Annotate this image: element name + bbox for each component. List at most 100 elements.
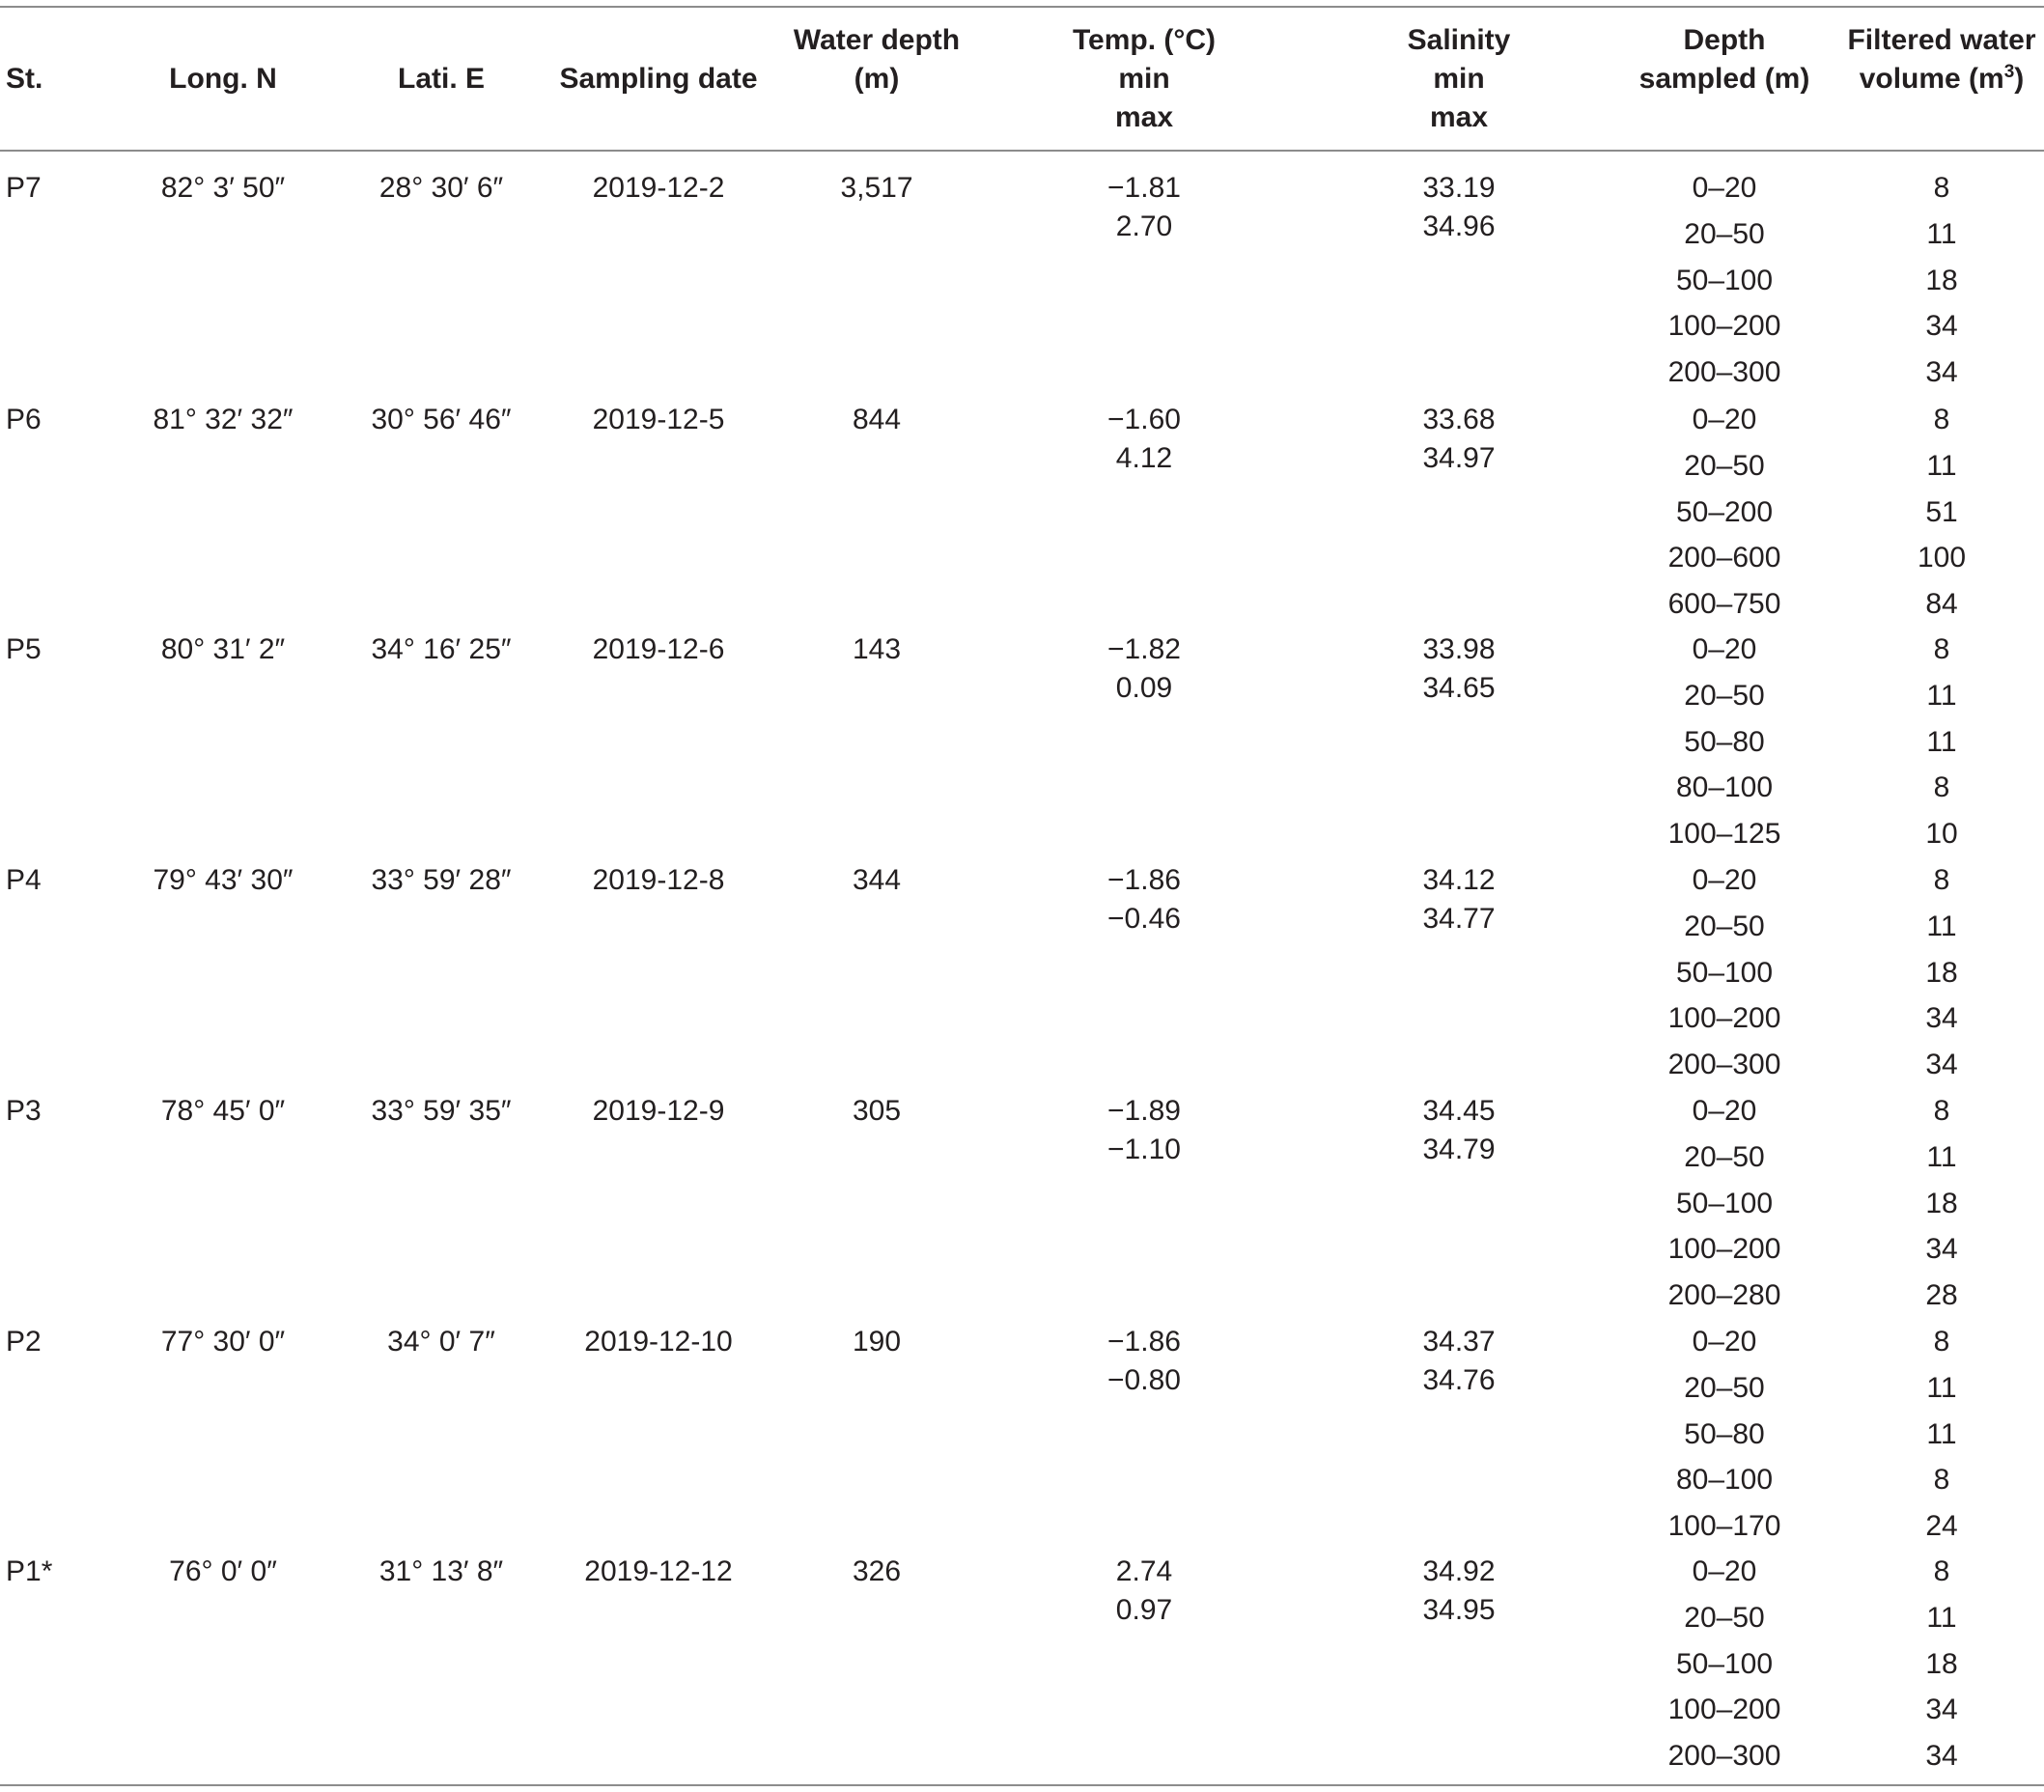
temperature-max: 4.12 [1115,442,1173,474]
depth-sampled: 80–100 [1675,771,1774,803]
filtered-volume: 34 [1925,1233,1958,1265]
longitude: 79° 43′ 30″ [153,864,294,896]
salinity-min: 34.12 [1422,864,1496,896]
water-depth: 305 [852,1095,902,1127]
salinity-min: 33.98 [1422,633,1496,665]
station-id: P6 [6,404,42,435]
filtered-volume: 8 [1933,1555,1950,1587]
filtered-volume: 28 [1925,1279,1958,1311]
header-station: St. [6,63,43,95]
depth-sampled: 80–100 [1675,1464,1774,1496]
sampling-date: 2019-12-2 [592,172,725,204]
header-depth-sampled: Depth sampled (m) [1638,24,1810,95]
filtered-volume: 8 [1933,864,1950,896]
header-filtered-volume: Filtered water volume (m3) [1847,24,2036,95]
depth-sampled: 0–20 [1692,1095,1757,1127]
filtered-volume: 11 [1926,1418,1957,1450]
temperature-max: −0.46 [1107,903,1181,935]
depth-sampled: 0–20 [1692,1326,1757,1358]
salinity-min: 34.92 [1422,1555,1496,1587]
sampling-date: 2019-12-9 [592,1095,725,1127]
filtered-volume: 11 [1926,218,1957,250]
longitude: 81° 32′ 32″ [153,404,294,435]
filtered-volume: 34 [1925,1049,1958,1080]
header-salinity: Salinity min max [1407,24,1511,133]
depth-sampled: 20–50 [1684,910,1765,942]
temperature-min: −1.86 [1107,864,1181,896]
temperature-max: −1.10 [1107,1134,1181,1165]
filtered-volume: 34 [1925,356,1958,388]
depth-sampled: 200–300 [1667,356,1781,388]
filtered-volume: 8 [1933,172,1950,204]
filtered-volume: 8 [1933,1464,1950,1496]
filtered-volume: 34 [1925,1694,1958,1725]
filtered-volume: 34 [1925,1002,1958,1034]
salinity-max: 34.95 [1422,1594,1496,1626]
header-longitude: Long. N [169,63,277,95]
depth-sampled: 20–50 [1684,1141,1765,1173]
filtered-volume: 10 [1925,818,1958,850]
filtered-volume: 11 [1926,1602,1957,1634]
salinity-max: 34.97 [1422,442,1496,474]
station-id: P4 [6,864,42,896]
temperature-max: 0.09 [1115,672,1173,704]
depth-sampled: 50–200 [1675,496,1774,528]
station-id: P7 [6,172,42,204]
sampling-date: 2019-12-10 [584,1326,733,1358]
depth-sampled: 20–50 [1684,1372,1765,1404]
temperature-min: −1.89 [1107,1095,1181,1127]
latitude: 31° 13′ 8″ [378,1555,504,1587]
header-temperature: Temp. (°C) min max [1072,24,1217,133]
depth-sampled: 0–20 [1692,633,1757,665]
depth-sampled: 20–50 [1684,680,1765,712]
salinity-min: 33.19 [1422,172,1496,204]
filtered-volume: 51 [1925,496,1958,528]
water-depth: 326 [852,1555,902,1587]
longitude: 76° 0′ 0″ [169,1555,277,1587]
depth-sampled: 100–200 [1667,310,1781,342]
filtered-volume: 18 [1925,957,1958,989]
depth-sampled: 50–100 [1675,265,1774,296]
salinity-min: 33.68 [1422,404,1496,435]
depth-sampled: 100–170 [1667,1510,1781,1542]
water-depth: 190 [852,1326,902,1358]
water-depth: 143 [852,633,902,665]
sampling-date: 2019-12-8 [592,864,725,896]
depth-sampled: 100–200 [1667,1694,1781,1725]
salinity-max: 34.79 [1422,1134,1496,1165]
longitude: 78° 45′ 0″ [160,1095,286,1127]
salinity-max: 34.65 [1422,672,1496,704]
latitude: 33° 59′ 35″ [371,1095,512,1127]
salinity-max: 34.77 [1422,903,1496,935]
sampling-date: 2019-12-6 [592,633,725,665]
depth-sampled: 600–750 [1667,588,1781,620]
latitude: 34° 16′ 25″ [371,633,512,665]
depth-sampled: 100–125 [1667,818,1781,850]
filtered-volume: 18 [1925,1188,1958,1219]
depth-sampled: 20–50 [1684,218,1765,250]
filtered-volume: 11 [1926,910,1957,942]
filtered-volume: 11 [1926,680,1957,712]
top-rule [0,6,2044,8]
water-depth: 344 [852,864,902,896]
station-id: P3 [6,1095,42,1127]
filtered-volume: 8 [1933,633,1950,665]
depth-sampled: 0–20 [1692,1555,1757,1587]
sampling-date: 2019-12-5 [592,404,725,435]
header-rule [0,150,2044,152]
filtered-volume: 8 [1933,404,1950,435]
salinity-max: 34.96 [1422,210,1496,242]
depth-sampled: 50–80 [1684,1418,1765,1450]
temperature-min: −1.82 [1107,633,1181,665]
filtered-volume: 100 [1917,542,1967,574]
filtered-volume: 11 [1926,726,1957,758]
latitude: 33° 59′ 28″ [371,864,512,896]
filtered-volume: 34 [1925,310,1958,342]
depth-sampled: 200–300 [1667,1049,1781,1080]
temperature-min: −1.60 [1107,404,1181,435]
depth-sampled: 0–20 [1692,404,1757,435]
depth-sampled: 100–200 [1667,1002,1781,1034]
filtered-volume: 8 [1933,1095,1950,1127]
station-id: P1* [6,1555,53,1587]
